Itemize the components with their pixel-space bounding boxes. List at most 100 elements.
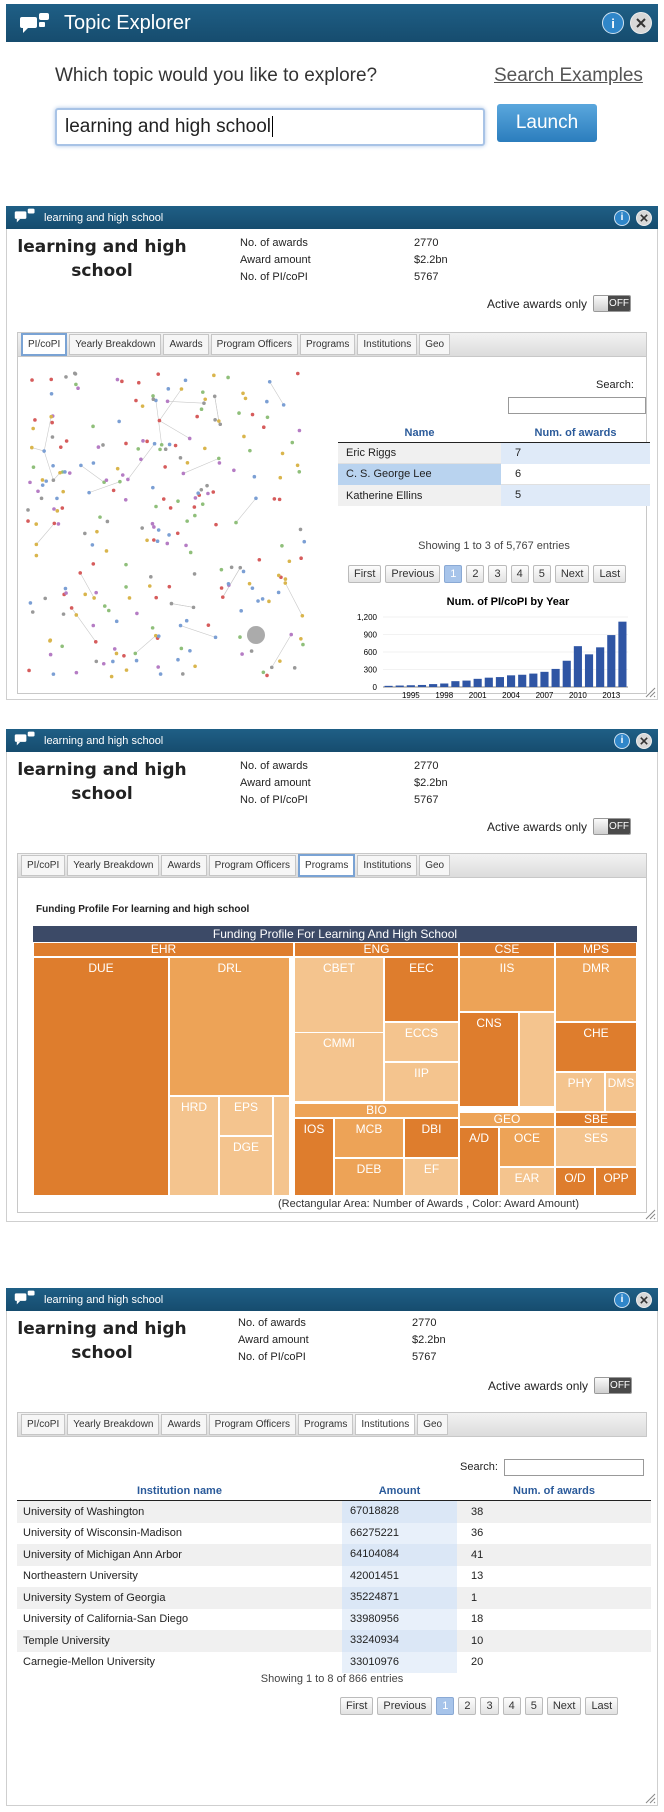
table-row[interactable]: Eric Riggs 7 [338,442,650,464]
table-row[interactable]: University System of Georgia 35224871 1 [17,1587,651,1609]
treemap-cell-dms[interactable]: DMS [605,1072,637,1112]
page-2-button[interactable]: 2 [466,565,485,583]
tab-pi-copi[interactable]: PI/coPI [21,333,68,356]
treemap-cell-opp[interactable]: OPP [595,1167,637,1196]
treemap-cell-eec[interactable]: EEC [384,957,459,1022]
tab-awards[interactable]: Awards [161,1414,207,1435]
treemap-cell-mcb[interactable]: MCB [334,1118,404,1158]
search-examples-link[interactable]: Search Examples [494,65,643,86]
tab-institutions[interactable]: Institutions [357,334,418,355]
treemap-cell-eng[interactable]: ENG [294,942,459,957]
table-row[interactable]: University of Michigan Ann Arbor 64104084… [17,1544,651,1566]
previous-page-button[interactable]: Previous [385,565,441,583]
treemap-cell-dge[interactable]: DGE [219,1136,273,1196]
col-amount-header[interactable]: Amount [378,1484,421,1497]
tab-program-officers[interactable]: Program Officers [210,334,299,355]
close-button[interactable] [636,732,652,749]
tab-awards[interactable]: Awards [161,855,207,876]
info-button[interactable]: i [602,12,624,34]
first-page-button[interactable]: First [348,565,382,583]
treemap-cell-oce[interactable]: OCE [499,1127,555,1167]
close-button[interactable] [630,12,652,34]
resize-handle-icon[interactable] [644,1792,656,1804]
page-1-button[interactable]: 1 [444,565,463,583]
treemap-cell-iis[interactable]: IIS [459,957,555,1012]
page-5-button[interactable]: 5 [532,565,551,583]
treemap-cell-bio[interactable]: BIO [294,1103,459,1118]
treemap-cell-che[interactable]: CHE [555,1022,637,1072]
resize-handle-icon[interactable] [644,686,656,698]
page-5-button[interactable]: 5 [524,1697,543,1715]
tab-pi-copi[interactable]: PI/coPI [21,855,66,876]
tab-yearly-breakdown[interactable]: Yearly Breakdown [67,1414,160,1435]
last-page-button[interactable]: Last [593,565,627,583]
table-row[interactable]: Carnegie-Mellon University 33010976 20 [17,1651,651,1673]
close-button[interactable] [636,1291,652,1308]
treemap-cell-dbi[interactable]: DBI [404,1118,459,1158]
info-button[interactable]: i [614,1291,630,1308]
treemap-cell-eps[interactable]: EPS [219,1096,273,1136]
table-row[interactable]: Northeastern University 42001451 13 [17,1565,651,1587]
treemap-cell-cse[interactable]: CSE [459,942,555,957]
last-page-button[interactable]: Last [585,1697,619,1715]
treemap-cell-geo[interactable]: GEO [459,1112,555,1127]
treemap-cell-ad[interactable]: A/D [459,1127,499,1196]
next-page-button[interactable]: Next [554,565,590,583]
treemap-cell-od[interactable]: O/D [555,1167,595,1196]
close-button[interactable] [636,209,652,226]
treemap-cell-mps[interactable]: MPS [555,942,637,957]
col-num-header[interactable]: Num. of awards [534,426,617,439]
tab-yearly-breakdown[interactable]: Yearly Breakdown [69,334,162,355]
next-page-button[interactable]: Next [546,1697,582,1715]
tab-programs[interactable]: Programs [300,334,356,355]
page-3-button[interactable]: 3 [488,565,507,583]
treemap-cell-due[interactable]: DUE [33,957,169,1196]
treemap-cell-dmr[interactable]: DMR [555,957,637,1022]
treemap-cell[interactable] [519,1012,555,1107]
col-name-header[interactable]: Name [404,426,435,439]
tab-program-officers[interactable]: Program Officers [208,1414,297,1435]
collaboration-network-graph[interactable] [20,365,320,685]
tab-program-officers[interactable]: Program Officers [208,855,297,876]
tab-programs[interactable]: Programs [298,1414,354,1435]
launch-button[interactable]: Launch [497,104,597,142]
treemap-cell-cns[interactable]: CNS [459,1012,519,1107]
col-num-header[interactable]: Num. of awards [513,1484,595,1497]
page-3-button[interactable]: 3 [480,1697,499,1715]
info-button[interactable]: i [614,732,630,749]
active-only-toggle[interactable]: OFF [593,295,632,312]
institution-search-input[interactable] [504,1459,644,1476]
topic-search-input[interactable]: learning and high school [55,108,485,146]
tab-awards[interactable]: Awards [163,334,209,355]
treemap-cell-ef[interactable]: EF [404,1158,459,1196]
page-4-button[interactable]: 4 [502,1697,521,1715]
treemap-cell-iip[interactable]: IIP [384,1062,459,1102]
table-row[interactable]: C. S. George Lee 6 [338,463,650,485]
treemap-cell-deb[interactable]: DEB [334,1158,404,1196]
table-row[interactable]: Temple University 33240934 10 [17,1630,651,1652]
tab-geo[interactable]: Geo [419,855,451,876]
treemap-cell-phy[interactable]: PHY [555,1072,605,1112]
treemap-cell-ios[interactable]: IOS [294,1118,334,1196]
page-4-button[interactable]: 4 [510,565,529,583]
tab-institutions[interactable]: Institutions [357,855,418,876]
treemap-cell-ses[interactable]: SES [555,1127,637,1167]
tab-geo[interactable]: Geo [419,334,451,355]
tab-yearly-breakdown[interactable]: Yearly Breakdown [67,855,160,876]
treemap-cell[interactable] [273,1096,290,1196]
col-institution-header[interactable]: Institution name [137,1484,222,1497]
treemap-cell-sbe[interactable]: SBE [555,1112,637,1127]
treemap-cell-eccs[interactable]: ECCS [384,1022,459,1062]
page-1-button[interactable]: 1 [436,1697,455,1715]
treemap-cell-hrd[interactable]: HRD [169,1096,219,1196]
treemap-cell-drl[interactable]: DRL [169,957,290,1096]
active-only-toggle[interactable]: OFF [594,1377,633,1394]
treemap-cell-ehr[interactable]: EHR [33,942,294,957]
pi-search-input[interactable] [508,397,646,414]
tab-programs[interactable]: Programs [298,854,356,877]
table-row[interactable]: University of Wisconsin-Madison 66275221 3… [17,1522,651,1544]
page-2-button[interactable]: 2 [458,1697,477,1715]
treemap-cell-ear[interactable]: EAR [499,1167,555,1196]
first-page-button[interactable]: First [340,1697,374,1715]
tab-institutions[interactable]: Institutions [355,1414,416,1435]
